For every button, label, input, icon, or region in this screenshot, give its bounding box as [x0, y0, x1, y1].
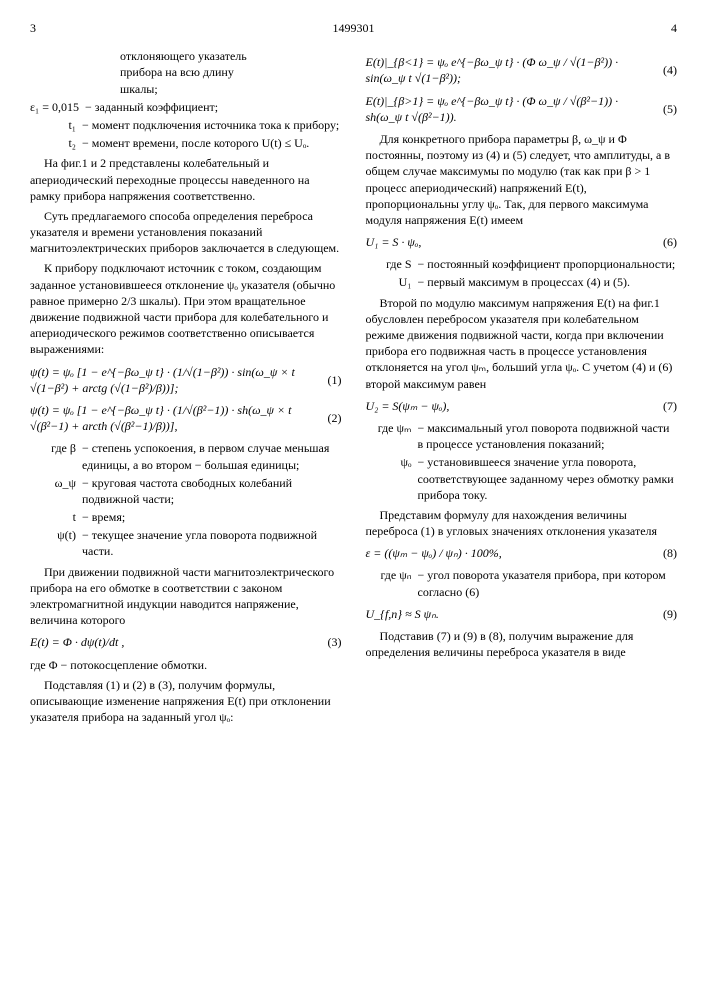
- text-line: отклоняющего указатель: [120, 48, 342, 64]
- def-text: − заданный коэффициент;: [85, 99, 342, 115]
- paragraph: При движении подвижной части магнитоэлек…: [30, 564, 342, 629]
- def-text: − момент подключения источника тока к пр…: [82, 117, 342, 133]
- paragraph: На фиг.1 и 2 представлены колебательный …: [30, 155, 342, 204]
- equation-number: (1): [312, 372, 342, 388]
- equation-math: U_{f,n} ≈ S ψₙ.: [366, 606, 648, 622]
- def-text: − время;: [82, 509, 342, 525]
- def-row: t − время;: [30, 509, 342, 525]
- paragraph: Представим формулу для нахождения величи…: [366, 507, 678, 539]
- def-row: U₁ − первый максимум в процессах (4) и (…: [366, 274, 678, 290]
- equation-math: ε = ((ψₘ − ψₒ) / ψₙ) · 100%,: [366, 545, 648, 561]
- def-row: где β − степень успокоения, в первом слу…: [30, 440, 342, 472]
- paragraph: К прибору подключают источник с током, с…: [30, 260, 342, 357]
- def-row: ψ(t) − текущее значение угла поворота по…: [30, 527, 342, 559]
- equation-2: ψ(t) = ψₒ [1 − e^{−βω_ψ t} · (1/√(β²−1))…: [30, 402, 342, 434]
- equation-3: E(t) = Φ · dψ(t)/dt , (3): [30, 634, 342, 650]
- def-row: ω_ψ − круговая частота свободных колебан…: [30, 475, 342, 507]
- equation-number: (6): [647, 234, 677, 250]
- equation-5: E(t)|_{β>1} = ψₒ e^{−βω_ψ t} · (Φ ω_ψ / …: [366, 93, 678, 125]
- def-symbol: ψₒ: [366, 454, 412, 503]
- paragraph: Подставив (7) и (9) в (8), получим выраж…: [366, 628, 678, 660]
- equation-6: U₁ = S · ψₒ, (6): [366, 234, 678, 250]
- text-line: прибора на всю длину: [120, 64, 342, 80]
- equation-number: (3): [312, 634, 342, 650]
- paragraph: Второй по модулю максимум напряжения E(t…: [366, 295, 678, 392]
- def-text: − первый максимум в процессах (4) и (5).: [418, 274, 678, 290]
- def-symbol: ω_ψ: [30, 475, 76, 507]
- equation-math: E(t)|_{β<1} = ψₒ e^{−βω_ψ t} · (Φ ω_ψ / …: [366, 54, 648, 86]
- equation-math: ψ(t) = ψₒ [1 − e^{−βω_ψ t} · (1/√(β²−1))…: [30, 402, 312, 434]
- equation-number: (9): [647, 606, 677, 622]
- def-text: − постоянный коэффициент пропорционально…: [418, 256, 678, 272]
- equation-number: (7): [647, 398, 677, 414]
- def-text: − установившееся значение угла поворота,…: [418, 454, 678, 503]
- def-text: − круговая частота свободных колебаний п…: [82, 475, 342, 507]
- def-row: ψₒ − установившееся значение угла поворо…: [366, 454, 678, 503]
- equation-number: (2): [312, 410, 342, 426]
- equation-7: U₂ = S(ψₘ − ψₒ), (7): [366, 398, 678, 414]
- text-line: шкалы;: [120, 81, 342, 97]
- doc-number: 1499301: [333, 20, 375, 36]
- paragraph: Суть предлагаемого способа определения п…: [30, 208, 342, 257]
- equation-math: E(t)|_{β>1} = ψₒ e^{−βω_ψ t} · (Φ ω_ψ / …: [366, 93, 648, 125]
- def-text: где Φ − потокосцепление обмотки.: [30, 657, 342, 673]
- def-text: − максимальный угол поворота подвижной ч…: [418, 420, 678, 452]
- def-symbol: ψ(t): [30, 527, 76, 559]
- page-num-right: 4: [671, 20, 677, 40]
- def-symbol: где β: [30, 440, 76, 472]
- equation-number: (8): [647, 545, 677, 561]
- def-symbol: t₁: [30, 117, 76, 133]
- def-row: t₂ − момент времени, после которого U(t)…: [30, 135, 342, 151]
- equation-1: ψ(t) = ψₒ [1 − e^{−βω_ψ t} · (1/√(1−β²))…: [30, 364, 342, 396]
- def-symbol: t₂: [30, 135, 76, 151]
- def-symbol: t: [30, 509, 76, 525]
- def-row: где ψₘ − максимальный угол поворота подв…: [366, 420, 678, 452]
- def-row: t₁ − момент подключения источника тока к…: [30, 117, 342, 133]
- def-symbol: ε₁ = 0,015: [30, 99, 79, 115]
- def-text: − текущее значение угла поворота подвижн…: [82, 527, 342, 559]
- left-column: отклоняющего указатель прибора на всю дл…: [30, 48, 342, 729]
- equation-math: E(t) = Φ · dψ(t)/dt ,: [30, 634, 312, 650]
- def-symbol: U₁: [366, 274, 412, 290]
- paragraph: Подставляя (1) и (2) в (3), получим форм…: [30, 677, 342, 726]
- page-num-left: 3: [30, 20, 36, 40]
- def-row: ε₁ = 0,015 − заданный коэффициент;: [30, 99, 342, 115]
- def-text: − степень успокоения, в первом случае ме…: [82, 440, 342, 472]
- def-text: − угол поворота указателя прибора, при к…: [418, 567, 678, 599]
- equation-math: ψ(t) = ψₒ [1 − e^{−βω_ψ t} · (1/√(1−β²))…: [30, 364, 312, 396]
- def-text: − момент времени, после которого U(t) ≤ …: [82, 135, 342, 151]
- equation-math: U₁ = S · ψₒ,: [366, 234, 648, 250]
- def-symbol: где ψₘ: [366, 420, 412, 452]
- equation-4: E(t)|_{β<1} = ψₒ e^{−βω_ψ t} · (Φ ω_ψ / …: [366, 54, 678, 86]
- paragraph: Для конкретного прибора параметры β, ω_ψ…: [366, 131, 678, 228]
- equation-number: (5): [647, 101, 677, 117]
- right-column: E(t)|_{β<1} = ψₒ e^{−βω_ψ t} · (Φ ω_ψ / …: [366, 48, 678, 729]
- page-columns: отклоняющего указатель прибора на всю дл…: [30, 48, 677, 729]
- equation-number: (4): [647, 62, 677, 78]
- def-symbol: где S: [366, 256, 412, 272]
- def-symbol: где ψₙ: [366, 567, 412, 599]
- equation-9: U_{f,n} ≈ S ψₙ. (9): [366, 606, 678, 622]
- equation-math: U₂ = S(ψₘ − ψₒ),: [366, 398, 648, 414]
- def-row: где S − постоянный коэффициент пропорцио…: [366, 256, 678, 272]
- equation-8: ε = ((ψₘ − ψₒ) / ψₙ) · 100%, (8): [366, 545, 678, 561]
- def-row: где ψₙ − угол поворота указателя прибора…: [366, 567, 678, 599]
